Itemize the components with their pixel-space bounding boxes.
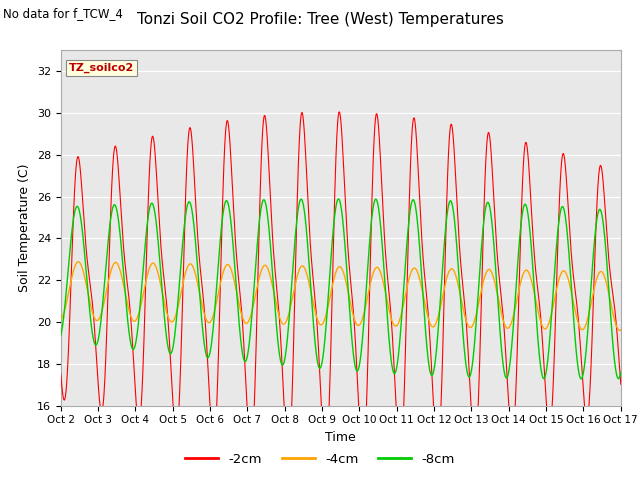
Text: No data for f_TCW_4: No data for f_TCW_4 [3,7,123,20]
Legend: -2cm, -4cm, -8cm: -2cm, -4cm, -8cm [179,447,461,471]
Y-axis label: Soil Temperature (C): Soil Temperature (C) [19,164,31,292]
X-axis label: Time: Time [325,431,356,444]
Text: TZ_soilco2: TZ_soilco2 [69,63,134,73]
Text: Tonzi Soil CO2 Profile: Tree (West) Temperatures: Tonzi Soil CO2 Profile: Tree (West) Temp… [136,12,504,27]
